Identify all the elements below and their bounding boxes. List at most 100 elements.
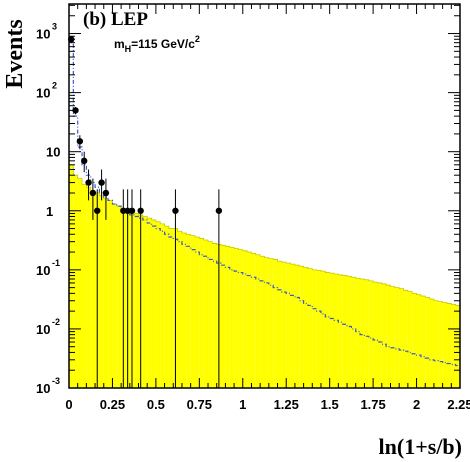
background-bin <box>194 236 200 388</box>
y-tick-exponent: -1 <box>52 258 60 268</box>
background-bin <box>190 235 195 388</box>
data-point <box>89 189 97 197</box>
data-points <box>67 36 223 388</box>
data-point <box>128 207 136 214</box>
background-bin <box>238 249 243 388</box>
background-bin <box>312 269 317 388</box>
background-bin <box>351 277 356 388</box>
background-bin <box>407 291 413 388</box>
background-bin <box>377 282 382 388</box>
background-bin <box>116 206 122 388</box>
x-tick-label: 0.25 <box>100 397 125 412</box>
x-tick-label: 0.75 <box>187 397 212 412</box>
background-bin <box>403 290 408 388</box>
y-axis-label: Events <box>2 19 28 88</box>
chart-subtitle: mH=115 GeV/c2 <box>114 34 200 54</box>
background-bin <box>103 198 109 388</box>
background-bin <box>77 178 83 388</box>
y-tick-label: 10 <box>36 86 50 101</box>
background-bin <box>320 271 326 388</box>
background-bin <box>199 238 204 388</box>
x-tick-label: 1.5 <box>321 397 339 412</box>
background-bin <box>82 184 87 388</box>
background-bin <box>151 219 156 388</box>
background-bin <box>208 241 213 388</box>
background-bin <box>368 280 374 388</box>
background-bin <box>390 286 395 388</box>
y-tick-label: 10 <box>36 322 50 337</box>
y-tick-exponent: -2 <box>52 317 60 327</box>
background-bin <box>134 213 139 388</box>
background-bin <box>429 299 434 388</box>
background-bin <box>299 266 304 388</box>
background-bin <box>264 257 269 388</box>
background-bin <box>212 243 217 388</box>
y-tick-label: 10 <box>36 27 50 42</box>
background-bin <box>399 288 404 388</box>
background-bin <box>355 278 361 388</box>
background-bin <box>73 175 78 388</box>
background-bin <box>373 282 378 388</box>
y-tick-label: 10 <box>36 263 50 278</box>
background-bin <box>307 268 313 388</box>
y-tick-exponent: 2 <box>52 81 57 91</box>
background-bin <box>325 272 330 388</box>
background-bin <box>221 245 226 388</box>
background-bin <box>186 234 191 388</box>
background-bin <box>225 246 230 388</box>
x-tick-label: 0 <box>65 397 72 412</box>
background-bin <box>451 304 456 388</box>
y-tick-label: 10 <box>46 145 60 160</box>
background-bin <box>177 231 182 388</box>
x-tick-label: 1 <box>239 397 246 412</box>
background-bin <box>316 270 321 388</box>
data-point <box>85 179 92 186</box>
background-bin <box>438 301 443 388</box>
background-bin <box>164 226 169 388</box>
x-tick-label: 1.25 <box>274 397 299 412</box>
y-tick-exponent: 3 <box>52 22 57 32</box>
background-bin <box>342 275 348 388</box>
background-bin <box>229 247 235 388</box>
data-point <box>102 189 110 197</box>
background-bin <box>294 265 300 388</box>
x-tick-label: 0.5 <box>147 397 165 412</box>
y-tick-label: 10 <box>36 381 50 396</box>
y-tick-label: 1 <box>46 204 53 219</box>
background-bin <box>86 187 91 388</box>
chart-title: (b) LEP <box>83 9 148 30</box>
background-bin <box>281 262 287 388</box>
background-bin <box>334 274 339 388</box>
background-bin <box>112 204 117 388</box>
y-tick-exponent: -3 <box>52 376 60 386</box>
background-bin <box>347 276 352 388</box>
background-bin <box>260 256 265 388</box>
background-bin <box>155 221 161 388</box>
data-point <box>137 207 144 214</box>
background-bin <box>386 285 391 388</box>
background-bin <box>416 294 421 388</box>
data-point <box>215 207 223 214</box>
signal-plus-background-histogram <box>69 38 460 367</box>
background-bin <box>446 303 452 388</box>
x-tick-label: 2 <box>413 397 420 412</box>
background-bin <box>364 279 369 388</box>
background-bin <box>234 248 239 388</box>
background-bin <box>251 253 256 388</box>
background-bin <box>203 240 209 388</box>
background-bin <box>273 259 278 388</box>
x-tick-label: 1.75 <box>360 397 385 412</box>
background-bin <box>412 293 417 388</box>
background-bin <box>290 264 295 388</box>
background-bin <box>338 274 343 388</box>
background-bin <box>247 252 252 388</box>
background-bin <box>142 216 148 388</box>
background-bin <box>168 228 174 388</box>
data-point <box>76 138 84 145</box>
background-bin <box>181 233 187 388</box>
data-point <box>172 207 179 214</box>
data-point <box>81 157 88 165</box>
background-bin <box>277 261 282 388</box>
plot-frame <box>68 3 461 389</box>
background-bin <box>90 190 96 388</box>
